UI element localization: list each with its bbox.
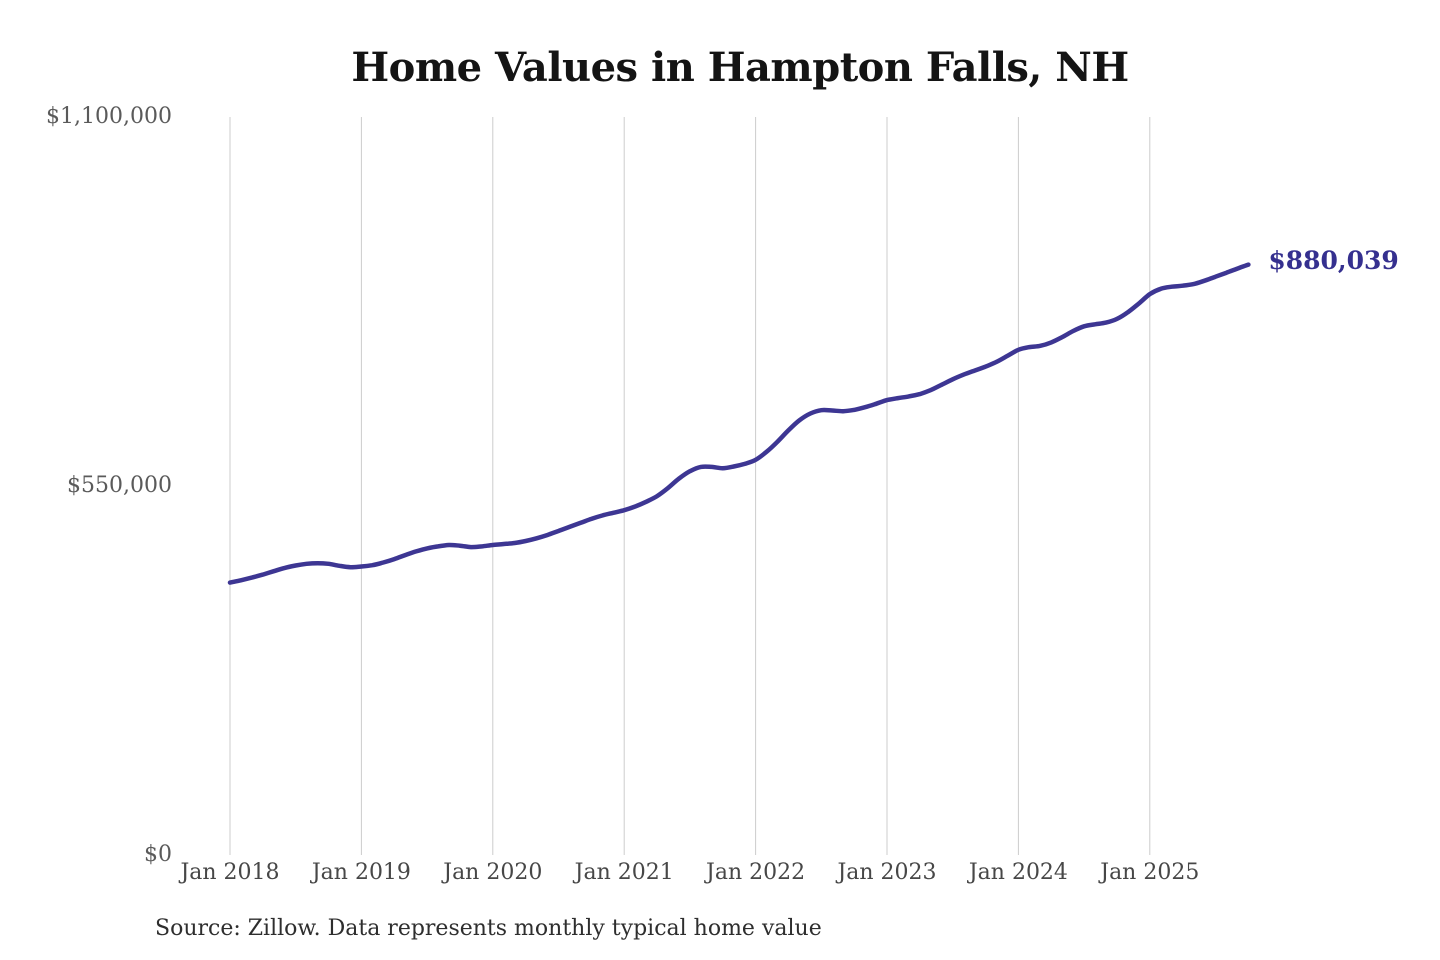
x-axis-tick-label: Jan 2018 <box>180 860 280 885</box>
y-axis-tick-label: $550,000 <box>67 473 172 498</box>
x-axis-tick-label: Jan 2025 <box>1100 860 1200 885</box>
x-axis-tick-label: Jan 2021 <box>574 860 674 885</box>
source-note: Source: Zillow. Data represents monthly … <box>155 916 822 941</box>
chart-title: Home Values in Hampton Falls, NH <box>351 44 1129 91</box>
home-value-series-line <box>227 262 1251 585</box>
x-axis-tick-label: Jan 2020 <box>443 860 543 885</box>
current-value-label: $880,039 <box>1268 245 1399 275</box>
y-axis-tick-label: $0 <box>144 842 172 867</box>
x-axis-tick-label: Jan 2023 <box>837 860 937 885</box>
x-axis-tick-label: Jan 2024 <box>968 860 1068 885</box>
x-axis-tick-label: Jan 2019 <box>311 860 411 885</box>
x-axis-tick-label: Jan 2022 <box>706 860 806 885</box>
y-axis-tick-label: $1,100,000 <box>46 104 172 129</box>
